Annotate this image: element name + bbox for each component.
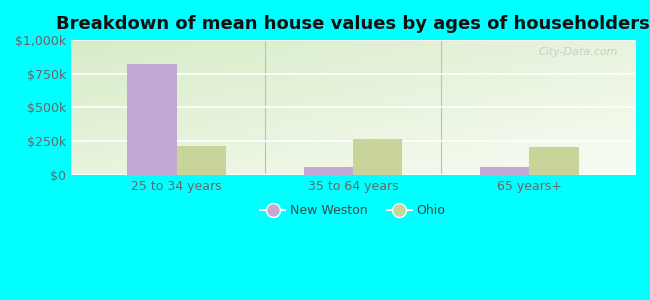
- Text: City-Data.com: City-Data.com: [539, 47, 618, 57]
- Bar: [480, 167, 529, 175]
- Bar: [304, 167, 353, 175]
- Legend: New Weston, Ohio: New Weston, Ohio: [255, 200, 450, 223]
- Bar: [177, 146, 226, 175]
- Bar: [127, 64, 177, 175]
- Title: Breakdown of mean house values by ages of householders: Breakdown of mean house values by ages o…: [56, 15, 650, 33]
- Bar: [529, 147, 578, 175]
- Bar: [353, 139, 402, 175]
